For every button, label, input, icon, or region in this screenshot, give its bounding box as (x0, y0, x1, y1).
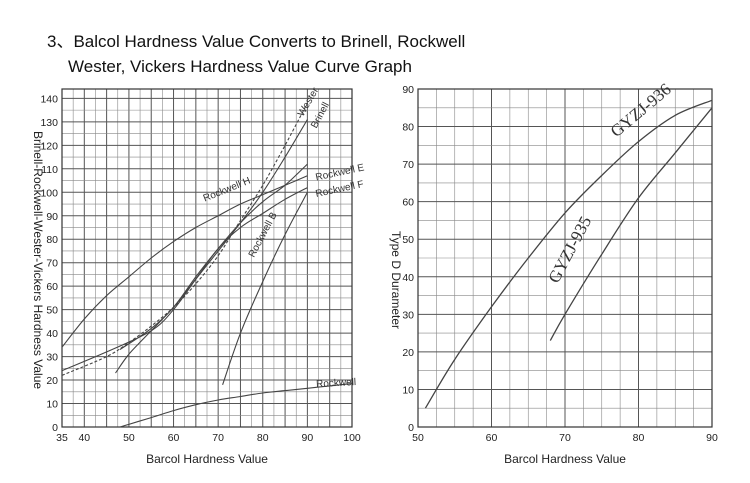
series-line-gyzj-935 (549, 107, 713, 341)
x-tick-label: 50 (123, 432, 135, 444)
x-tick-label: 80 (257, 432, 269, 444)
series-line-gyzj-936 (424, 99, 713, 409)
y-tick-label: 40 (46, 328, 58, 340)
y-tick-label: 20 (402, 347, 414, 359)
y-tick-label: 140 (40, 93, 58, 105)
y-tick-label: 90 (402, 84, 414, 96)
x-tick-label: 100 (343, 432, 361, 444)
plot-frame (417, 88, 713, 428)
y-tick-label: 10 (46, 399, 58, 411)
series-label-gyzj-935: GYZJ-935 (544, 213, 595, 286)
series-label-rockwell: Rockwell (316, 377, 357, 390)
series-label-rockwell-h: Rockwell H (202, 176, 252, 205)
chart-1: 35 40 50 60 70 80 90 100 0 10 20 30 40 50 60 70 80 90 100 1… (31, 85, 366, 466)
x-tick-label: 40 (78, 432, 90, 444)
y-tick-label: 70 (46, 258, 58, 270)
x-tick-label: 90 (302, 432, 314, 444)
y-tick-label: 0 (408, 422, 414, 434)
y-tick-label: 90 (46, 211, 58, 223)
x-tick-label: 70 (212, 432, 224, 444)
y-tick-label: 30 (402, 309, 414, 321)
y-tick-label: 130 (40, 117, 58, 129)
y-tick-label: 70 (402, 159, 414, 171)
y-tick-label: 50 (402, 234, 414, 246)
y-tick-label: 30 (46, 352, 58, 364)
x-tick-label: 60 (486, 432, 498, 444)
y-tick-label: 80 (402, 122, 414, 134)
y-tick-label: 100 (40, 187, 58, 199)
y-tick-label: 110 (41, 164, 58, 176)
chart-title-line-1: 3、Balcol Hardness Value Converts to Brin… (47, 32, 466, 51)
y-tick-label: 60 (46, 281, 58, 293)
y-tick-label: 0 (52, 422, 58, 434)
y-tick-label: 80 (46, 234, 58, 246)
x-tick-label: 50 (412, 432, 424, 444)
y-axis-label: Type D Durameter (389, 231, 403, 329)
series-line-wester (61, 102, 308, 376)
chart-title-line-2: Wester, Vickers Hardness Value Curve Gra… (68, 57, 412, 76)
y-axis-label: Brinell-Rockwell-Wester-Vickers Hardness… (31, 131, 45, 389)
x-tick-label: 70 (559, 432, 571, 444)
y-tick-label: 10 (402, 384, 414, 396)
x-tick-label: 80 (633, 432, 645, 444)
chart-2: 50 60 70 80 90 0 10 20 30 40 50 60 70 80 90 Barcol Hard… (389, 80, 718, 466)
series-line-rockwell-f (119, 163, 308, 350)
x-tick-label: 60 (168, 432, 180, 444)
series-line-brinell (115, 119, 308, 374)
series-line-rockwell (119, 383, 353, 428)
series-line-rockwell-b (222, 192, 308, 385)
plot-frame (61, 88, 353, 428)
series-line-rockwell-h (61, 175, 308, 348)
y-tick-label: 50 (46, 305, 58, 317)
y-tick-label: 40 (402, 272, 414, 284)
y-tick-label: 20 (46, 375, 58, 387)
x-tick-label: 90 (706, 432, 718, 444)
y-tick-label: 120 (40, 140, 58, 152)
x-tick-label: 35 (56, 432, 68, 444)
x-axis-label: Barcol Hardness Value (146, 452, 268, 466)
x-axis-label: Barcol Hardness Value (504, 452, 626, 466)
y-tick-label: 60 (402, 197, 414, 209)
